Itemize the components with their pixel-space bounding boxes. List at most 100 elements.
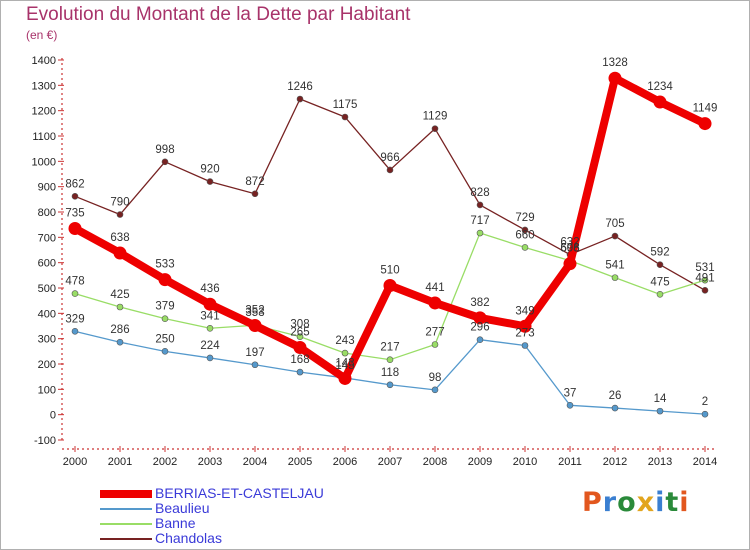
legend-label: BERRIAS-ET-CASTELJAU <box>155 485 324 501</box>
data-label: 596 <box>560 243 579 255</box>
data-point <box>476 229 484 237</box>
x-tick-label: 2005 <box>288 456 312 468</box>
data-label: 441 <box>425 282 444 294</box>
data-point <box>338 371 352 385</box>
data-label: 872 <box>245 176 264 188</box>
y-tick-label: 0 <box>50 410 56 422</box>
data-label: 729 <box>515 212 534 224</box>
data-label: 1129 <box>423 111 448 123</box>
data-point <box>653 95 667 109</box>
y-tick-label: 1000 <box>32 156 56 168</box>
y-tick-label: 1400 <box>32 55 56 67</box>
data-label: 541 <box>605 260 624 272</box>
data-label: 436 <box>200 283 219 295</box>
data-label: 531 <box>695 262 714 274</box>
data-label: 1234 <box>647 81 673 93</box>
data-point <box>563 257 577 271</box>
data-point <box>431 386 439 394</box>
legend-swatch <box>100 508 152 510</box>
data-point <box>473 311 487 325</box>
data-label: 217 <box>380 342 399 354</box>
x-tick-label: 2009 <box>468 456 492 468</box>
legend-label: Banne <box>155 515 196 531</box>
data-label: 277 <box>425 326 444 338</box>
data-point <box>113 246 127 260</box>
data-label: 478 <box>65 276 84 288</box>
data-point <box>521 226 529 234</box>
data-point <box>116 211 124 218</box>
y-tick-label: -100 <box>34 435 56 447</box>
y-tick-label: 1300 <box>32 80 56 92</box>
x-tick-label: 2014 <box>693 456 717 468</box>
data-label: 475 <box>650 276 669 288</box>
data-point <box>161 315 169 322</box>
y-tick-label: 1200 <box>32 106 56 118</box>
data-label: 352 <box>245 304 264 316</box>
data-label: 510 <box>380 264 399 276</box>
data-labels: 735 638 533 436 352 265 143 510 441 382 349 596 1328… <box>65 57 717 408</box>
x-tick-label: 2011 <box>558 456 582 468</box>
data-point <box>206 178 214 185</box>
data-point <box>518 319 532 333</box>
x-tick-label: 2004 <box>243 456 267 468</box>
data-point <box>701 410 709 418</box>
data-point <box>116 338 124 346</box>
data-point <box>698 117 712 131</box>
data-label: 143 <box>335 357 354 369</box>
data-label: 705 <box>605 218 624 230</box>
y-tick-label: 400 <box>38 308 56 320</box>
data-point <box>608 71 622 85</box>
data-point <box>656 261 664 268</box>
legend-item: BERRIAS-ET-CASTELJAU <box>100 485 400 501</box>
chart-axes: -100 0 100 200 300 400 500 600 700 800 900 1000 1100… <box>32 55 718 468</box>
data-point <box>476 201 484 209</box>
data-label: 998 <box>155 144 174 156</box>
data-label: 862 <box>65 178 84 190</box>
y-tick-label: 1100 <box>32 131 56 143</box>
y-tick-label: 900 <box>38 182 56 194</box>
data-label: 966 <box>380 152 399 164</box>
legend-swatch <box>100 490 152 498</box>
y-tick-label: 500 <box>38 283 56 295</box>
data-point <box>68 221 82 235</box>
x-tick-label: 2008 <box>423 456 447 468</box>
x-tick-label: 2007 <box>378 456 402 468</box>
data-point <box>296 95 304 103</box>
data-point <box>341 349 349 357</box>
legend-swatch <box>100 538 152 540</box>
data-point <box>701 286 709 294</box>
data-point <box>248 318 262 332</box>
data-label: 1246 <box>287 81 313 93</box>
data-label: 353 <box>245 307 264 319</box>
data-label: 197 <box>245 347 264 359</box>
data-label: 168 <box>290 354 309 366</box>
data-point <box>656 291 664 298</box>
data-point <box>161 158 169 166</box>
data-label: 592 <box>650 247 669 259</box>
data-point <box>386 381 394 389</box>
data-label: 1328 <box>602 57 628 69</box>
data-label: 273 <box>515 328 534 340</box>
data-point <box>386 356 394 363</box>
data-label: 608 <box>560 243 579 255</box>
data-label: 250 <box>155 333 174 345</box>
data-point <box>161 348 169 355</box>
legend-item: Banne <box>100 515 400 531</box>
y-tick-label: 700 <box>38 232 56 244</box>
data-label: 717 <box>470 215 489 227</box>
x-tick-label: 2003 <box>198 456 222 468</box>
data-label: 98 <box>429 372 442 384</box>
x-tick-label: 2010 <box>513 456 537 468</box>
data-point <box>206 354 214 362</box>
data-point <box>203 297 217 311</box>
x-tick-label: 2013 <box>648 456 672 468</box>
data-label: 118 <box>381 367 399 379</box>
data-point <box>296 368 304 376</box>
data-label: 1175 <box>333 99 358 111</box>
data-label: 14 <box>654 393 667 405</box>
data-label: 828 <box>470 187 489 199</box>
y-tick-label: 300 <box>38 334 56 346</box>
chart-subtitle: (en €) <box>26 28 58 42</box>
data-label: 243 <box>335 335 354 347</box>
